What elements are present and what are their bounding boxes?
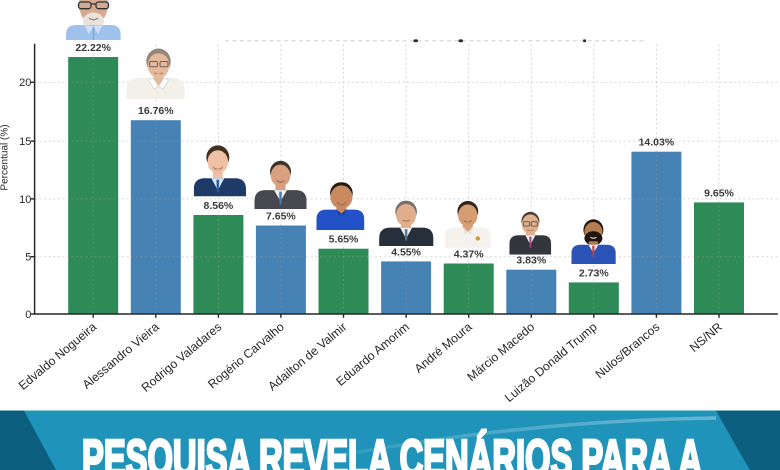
svg-text:10: 10 — [19, 194, 31, 206]
svg-text:4.37%: 4.37% — [454, 248, 484, 260]
svg-text:16.76%: 16.76% — [138, 105, 174, 117]
svg-text:14.03%: 14.03% — [639, 137, 675, 149]
svg-text:4.55%: 4.55% — [391, 246, 421, 258]
svg-text:20: 20 — [19, 77, 31, 89]
svg-text:Percentual (%): Percentual (%) — [0, 124, 11, 190]
svg-text:PESQUISA REVELA CENÁRIOS PARA: PESQUISA REVELA CENÁRIOS PARA A — [82, 430, 702, 470]
svg-text:9.65%: 9.65% — [704, 187, 734, 199]
svg-text:15: 15 — [19, 136, 31, 148]
svg-text:2.73%: 2.73% — [579, 267, 609, 279]
svg-text:3.83%: 3.83% — [516, 255, 546, 267]
svg-text:7.65%: 7.65% — [266, 210, 296, 222]
svg-text:0: 0 — [25, 309, 31, 321]
svg-text:5.65%: 5.65% — [329, 234, 359, 246]
svg-text:5: 5 — [25, 252, 31, 264]
svg-text:8.56%: 8.56% — [204, 200, 234, 212]
svg-text:22.22%: 22.22% — [75, 42, 111, 54]
